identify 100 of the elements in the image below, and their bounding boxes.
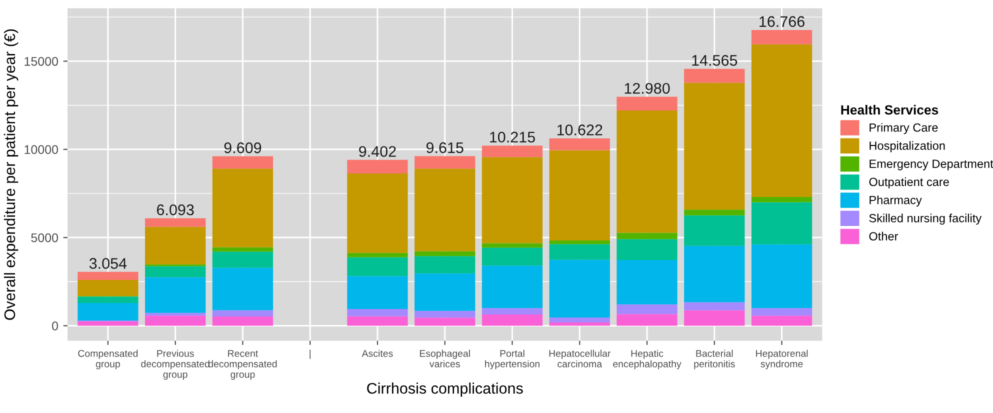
bar bbox=[751, 30, 812, 44]
bar bbox=[616, 314, 678, 326]
x-axis-title: Cirrhosis complications bbox=[367, 382, 523, 397]
bar bbox=[684, 68, 745, 83]
legend-label: Outpatient care bbox=[869, 177, 949, 188]
bar bbox=[549, 240, 610, 244]
bar bbox=[212, 247, 274, 252]
total-label: 12.980 bbox=[624, 82, 670, 94]
bar bbox=[347, 316, 408, 326]
x-tick-label: Esophageal varices bbox=[420, 350, 470, 368]
bar bbox=[684, 310, 745, 326]
bar bbox=[549, 150, 610, 241]
bar bbox=[616, 304, 678, 314]
y-tick-label: 5000 bbox=[31, 233, 58, 242]
legend-label: Primary Care bbox=[870, 123, 938, 134]
bar bbox=[616, 239, 678, 260]
x-tick-label: Portal hypertension bbox=[485, 350, 540, 370]
bar bbox=[549, 317, 610, 323]
bar bbox=[212, 252, 274, 268]
legend-title: Health Services bbox=[841, 104, 938, 115]
bar bbox=[347, 308, 408, 316]
bar bbox=[212, 310, 274, 317]
y-axis-title: Overall expenditure per patient per year (€) bbox=[4, 29, 18, 320]
total-label: 16.766 bbox=[760, 16, 804, 28]
total-label: 10.215 bbox=[490, 132, 535, 143]
bar bbox=[616, 110, 678, 233]
x-tick-label: Previous decompensated group bbox=[141, 350, 210, 380]
bar bbox=[78, 272, 138, 280]
legend-label: Pharmacy bbox=[870, 196, 922, 207]
bar bbox=[145, 266, 206, 278]
y-tick-label: 10000 bbox=[24, 145, 58, 154]
bar bbox=[549, 260, 610, 318]
x-tick-label: Compensated group bbox=[78, 350, 138, 370]
bar bbox=[414, 256, 476, 274]
bar bbox=[347, 252, 408, 258]
x-tick-label: Bacterial peritonitis bbox=[694, 350, 735, 370]
bar bbox=[78, 321, 138, 326]
total-label: 3.054 bbox=[89, 258, 127, 269]
bar bbox=[549, 322, 610, 326]
bar bbox=[414, 168, 476, 252]
bar bbox=[684, 210, 745, 216]
total-label: 9.402 bbox=[359, 146, 396, 157]
bar bbox=[145, 226, 206, 264]
bar bbox=[751, 44, 812, 197]
bar bbox=[78, 296, 138, 303]
bar bbox=[616, 232, 678, 240]
bar bbox=[414, 156, 476, 169]
bar bbox=[78, 280, 138, 296]
bar bbox=[414, 251, 476, 256]
bar bbox=[347, 174, 408, 253]
bar bbox=[751, 196, 812, 202]
bar bbox=[751, 308, 812, 316]
bar bbox=[145, 316, 206, 326]
bar bbox=[684, 246, 745, 302]
x-tick-label: Recent decompensated group bbox=[208, 350, 277, 380]
bar bbox=[684, 82, 745, 210]
legend-label: Other bbox=[869, 232, 898, 240]
bar bbox=[684, 302, 745, 310]
y-tick-label: 15000 bbox=[24, 56, 58, 66]
total-label: 14.565 bbox=[692, 55, 738, 66]
bar bbox=[212, 316, 274, 326]
total-label: 6.093 bbox=[156, 204, 194, 216]
bar bbox=[751, 244, 812, 308]
total-label: 10.622 bbox=[557, 124, 602, 136]
bar bbox=[482, 157, 543, 244]
x-tick-label: Ascites bbox=[362, 350, 393, 357]
x-tick-label: Hepatic encephalopathy bbox=[613, 350, 682, 370]
bar bbox=[414, 310, 476, 318]
legend-label: Skilled nursing facility bbox=[869, 214, 982, 225]
total-label: 9.609 bbox=[224, 142, 262, 154]
bar bbox=[616, 260, 678, 304]
total-label: 9.615 bbox=[426, 142, 464, 154]
y-tick-label: 0 bbox=[52, 322, 58, 330]
bar bbox=[751, 316, 812, 326]
x-tick-label: Hepatocellular carcinoma bbox=[549, 350, 611, 368]
bar bbox=[212, 156, 274, 169]
bar bbox=[414, 318, 476, 326]
bar bbox=[145, 218, 206, 227]
bar bbox=[347, 276, 408, 309]
bar bbox=[347, 160, 408, 174]
bar bbox=[751, 202, 812, 244]
bar bbox=[482, 243, 543, 248]
bar bbox=[482, 308, 543, 314]
x-tick-label: Hepatorenal syndrome bbox=[756, 350, 808, 370]
bar bbox=[482, 314, 543, 326]
legend-label: Emergency Department bbox=[870, 160, 993, 170]
bar bbox=[212, 168, 274, 248]
bar bbox=[549, 138, 610, 150]
bar bbox=[212, 268, 274, 310]
bar bbox=[414, 273, 476, 311]
bar bbox=[684, 215, 745, 246]
bar bbox=[482, 266, 543, 308]
bar bbox=[347, 257, 408, 276]
legend-label: Hospitalization bbox=[870, 141, 945, 152]
bar bbox=[78, 302, 138, 320]
bar bbox=[482, 248, 543, 266]
bar bbox=[616, 96, 678, 111]
bar bbox=[145, 277, 206, 313]
bar bbox=[482, 146, 543, 158]
bar bbox=[549, 244, 610, 260]
